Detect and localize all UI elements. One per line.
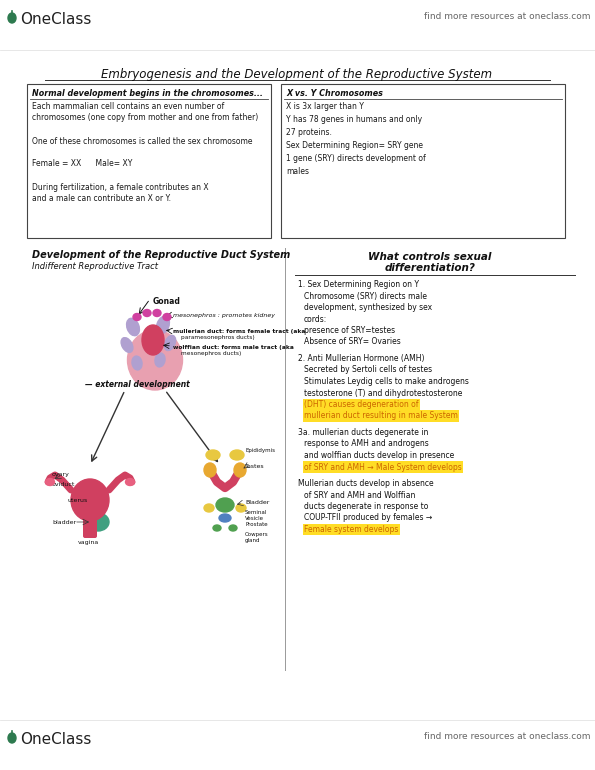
Text: mesonephros : promotes kidney: mesonephros : promotes kidney: [173, 313, 275, 318]
Text: — external development: — external development: [85, 380, 190, 389]
Text: Embryogenesis and the Development of the Reproductive System: Embryogenesis and the Development of the…: [101, 68, 493, 81]
Ellipse shape: [204, 504, 214, 512]
FancyBboxPatch shape: [281, 84, 565, 238]
Text: find more resources at oneclass.com: find more resources at oneclass.com: [424, 12, 590, 21]
Text: Gonad: Gonad: [153, 297, 181, 306]
Text: Female = XX      Male= XY: Female = XX Male= XY: [32, 159, 132, 169]
Text: and a male can contribute an X or Y.: and a male can contribute an X or Y.: [32, 194, 171, 203]
Text: X vs. Y Chromosomes: X vs. Y Chromosomes: [286, 89, 383, 98]
Text: 1. Sex Determining Region on Y: 1. Sex Determining Region on Y: [298, 280, 419, 289]
Ellipse shape: [71, 479, 109, 521]
Text: Seminal: Seminal: [245, 510, 267, 515]
Ellipse shape: [236, 504, 246, 512]
Ellipse shape: [234, 463, 246, 477]
Text: testosterone (T) and dihydrotestosterone: testosterone (T) and dihydrotestosterone: [304, 389, 462, 397]
Text: Sex Determining Region= SRY gene: Sex Determining Region= SRY gene: [286, 141, 423, 150]
Text: presence of SRY=testes: presence of SRY=testes: [304, 326, 395, 335]
Text: differentiation?: differentiation?: [384, 263, 475, 273]
Text: Prostate: Prostate: [245, 522, 268, 527]
Ellipse shape: [216, 498, 234, 512]
Text: Each mammalian cell contains an even number of: Each mammalian cell contains an even num…: [32, 102, 224, 111]
FancyBboxPatch shape: [83, 518, 97, 538]
Text: One of these chromosomes is called the sex chromosome: One of these chromosomes is called the s…: [32, 136, 252, 146]
Ellipse shape: [132, 356, 142, 370]
Text: Vesicle: Vesicle: [245, 516, 264, 521]
Ellipse shape: [153, 310, 161, 316]
Text: ovary: ovary: [52, 472, 70, 477]
Text: Absence of SRY= Ovaries: Absence of SRY= Ovaries: [304, 337, 401, 346]
Text: Chromosome (SRY) directs male: Chromosome (SRY) directs male: [304, 292, 427, 300]
Text: mullerian duct: forms female tract (aka: mullerian duct: forms female tract (aka: [173, 329, 305, 334]
Text: What controls sexual: What controls sexual: [368, 252, 491, 262]
Ellipse shape: [155, 353, 165, 367]
Text: wolffian duct: forms male tract (aka: wolffian duct: forms male tract (aka: [173, 345, 294, 350]
Text: uterus: uterus: [68, 498, 88, 503]
Text: development, synthesized by sex: development, synthesized by sex: [304, 303, 432, 312]
Text: and wolffian ducts develop in presence: and wolffian ducts develop in presence: [304, 451, 454, 460]
Ellipse shape: [126, 478, 134, 486]
Text: Epididymis: Epididymis: [245, 448, 275, 453]
Ellipse shape: [127, 318, 139, 336]
Text: ducts degenerate in response to: ducts degenerate in response to: [304, 502, 428, 511]
Text: males: males: [286, 167, 309, 176]
Text: 27 proteins.: 27 proteins.: [286, 128, 332, 137]
Text: 1 gene (SRY) directs development of: 1 gene (SRY) directs development of: [286, 154, 426, 163]
Ellipse shape: [121, 337, 133, 353]
Ellipse shape: [142, 325, 164, 355]
Ellipse shape: [163, 313, 171, 320]
Ellipse shape: [206, 450, 220, 460]
Text: Indifferent Reproductive Tract: Indifferent Reproductive Tract: [32, 262, 158, 271]
Text: Development of the Reproductive Duct System: Development of the Reproductive Duct Sys…: [32, 250, 290, 260]
Text: response to AMH and androgens: response to AMH and androgens: [304, 440, 429, 448]
Text: bladder: bladder: [52, 520, 76, 525]
Ellipse shape: [45, 478, 55, 486]
Text: Testes: Testes: [245, 464, 265, 469]
Ellipse shape: [8, 13, 16, 23]
Ellipse shape: [143, 310, 151, 316]
Ellipse shape: [127, 330, 183, 390]
Text: of SRY and AMH and Wolffian: of SRY and AMH and Wolffian: [304, 490, 415, 500]
Ellipse shape: [87, 513, 109, 531]
Text: chromosomes (one copy from mother and one from father): chromosomes (one copy from mother and on…: [32, 113, 258, 122]
Text: mesonephros ducts): mesonephros ducts): [181, 351, 242, 356]
Text: (DHT) causes degeneration of: (DHT) causes degeneration of: [304, 400, 418, 409]
Text: Bladder: Bladder: [245, 500, 270, 505]
Text: Cowpers: Cowpers: [245, 532, 268, 537]
Ellipse shape: [229, 525, 237, 531]
Ellipse shape: [156, 316, 170, 333]
Text: Mullerian ducts develop in absence: Mullerian ducts develop in absence: [298, 479, 434, 488]
Text: COUP-TFII produced by females →: COUP-TFII produced by females →: [304, 514, 432, 523]
Ellipse shape: [8, 733, 16, 743]
Text: cords:: cords:: [304, 314, 327, 323]
Text: 2. Anti Mullerian Hormone (AMH): 2. Anti Mullerian Hormone (AMH): [298, 354, 424, 363]
Text: Stimulates Leydig cells to make androgens: Stimulates Leydig cells to make androgen…: [304, 377, 469, 386]
Text: gland: gland: [245, 538, 261, 543]
Ellipse shape: [219, 514, 231, 522]
Text: mullerian duct resulting in male System: mullerian duct resulting in male System: [304, 411, 458, 420]
Ellipse shape: [230, 450, 244, 460]
Text: OneClass: OneClass: [20, 732, 92, 747]
Text: Y has 78 genes in humans and only: Y has 78 genes in humans and only: [286, 115, 422, 124]
Text: of SRY and AMH → Male System develops: of SRY and AMH → Male System develops: [304, 463, 462, 471]
FancyBboxPatch shape: [27, 84, 271, 238]
Text: vagina: vagina: [78, 540, 99, 545]
Text: Normal development begins in the chromosomes...: Normal development begins in the chromos…: [32, 89, 263, 98]
Text: During fertilization, a female contributes an X: During fertilization, a female contribut…: [32, 182, 209, 192]
Text: find more resources at oneclass.com: find more resources at oneclass.com: [424, 732, 590, 741]
Text: oviduct: oviduct: [52, 482, 76, 487]
Ellipse shape: [164, 336, 176, 350]
Text: OneClass: OneClass: [20, 12, 92, 27]
Text: Female system develops: Female system develops: [304, 525, 399, 534]
Ellipse shape: [204, 463, 216, 477]
Text: X is 3x larger than Y: X is 3x larger than Y: [286, 102, 364, 111]
Ellipse shape: [213, 525, 221, 531]
Ellipse shape: [133, 313, 141, 320]
Text: Secreted by Sertoli cells of testes: Secreted by Sertoli cells of testes: [304, 366, 432, 374]
Text: 3a. mullerian ducts degenerate in: 3a. mullerian ducts degenerate in: [298, 428, 428, 437]
Text: paramesonephros ducts): paramesonephros ducts): [181, 335, 255, 340]
